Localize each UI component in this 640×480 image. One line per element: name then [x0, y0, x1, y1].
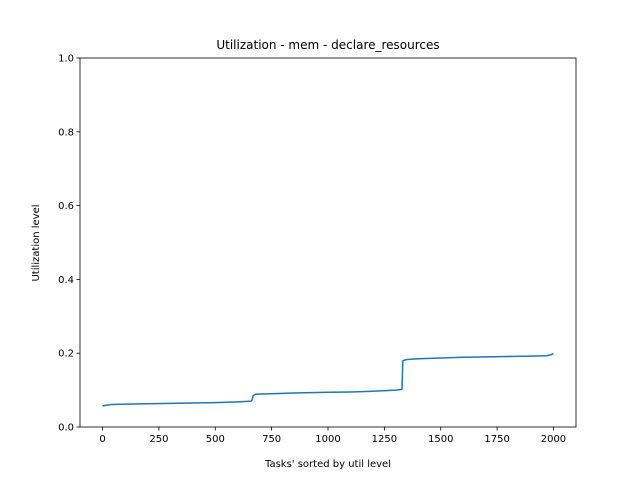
y-tick-label: 0.0: [58, 423, 74, 434]
x-tick-label: 2000: [541, 434, 566, 445]
series-line-0: [102, 352, 554, 407]
x-tick-label: 1750: [484, 434, 509, 445]
y-tick-label: 0.8: [58, 127, 74, 138]
y-tick-label: 0.2: [58, 349, 74, 360]
y-tick-label: 1.0: [58, 54, 74, 65]
x-tick-label: 0: [99, 434, 105, 445]
chart-title: Utilization - mem - declare_resources: [216, 38, 439, 52]
x-tick-label: 1500: [428, 434, 453, 445]
y-tick-label: 0.6: [58, 201, 74, 212]
y-tick-label: 0.4: [58, 275, 74, 286]
x-tick-label: 250: [149, 434, 168, 445]
x-tick-label: 750: [262, 434, 281, 445]
x-axis-label: Tasks' sorted by util level: [264, 459, 391, 470]
x-tick-label: 1250: [372, 434, 397, 445]
plot-area: 0 250 500 750 1000 1250 1500 1750 2000 0.0 0.2 0.4 0…: [58, 54, 577, 445]
x-tick-label: 500: [206, 434, 225, 445]
y-axis-label: Utilization level: [31, 204, 42, 281]
x-tick-label: 1000: [315, 434, 340, 445]
